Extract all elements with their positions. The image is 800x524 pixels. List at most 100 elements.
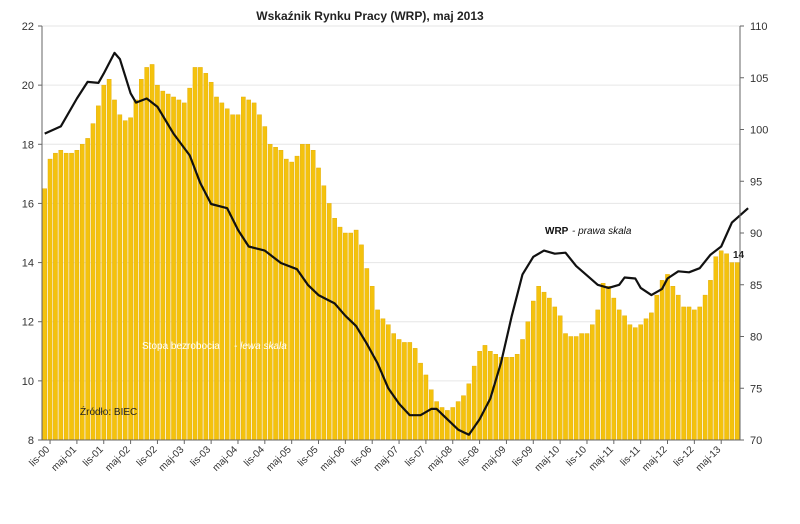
unemployment-bar bbox=[493, 354, 498, 441]
unemployment-bar bbox=[681, 306, 686, 441]
unemployment-bar bbox=[187, 87, 192, 441]
left-axis-tick-label: 10 bbox=[22, 376, 34, 388]
right-axis-tick-label: 100 bbox=[750, 125, 768, 137]
unemployment-bar bbox=[326, 203, 332, 441]
unemployment-bar bbox=[514, 354, 520, 441]
unemployment-bar bbox=[729, 262, 735, 441]
source-annotation: Źródło: BIEC bbox=[80, 405, 137, 418]
unemployment-bar bbox=[590, 324, 595, 441]
unemployment-bar bbox=[391, 333, 396, 441]
x-axis-tick-label: lis-03 bbox=[189, 444, 214, 469]
unemployment-bar bbox=[128, 117, 133, 441]
unemployment-bar bbox=[531, 300, 536, 441]
unemployment-bar bbox=[713, 256, 719, 441]
left-axis-tick-label: 18 bbox=[22, 139, 34, 151]
x-axis-tick-label: maj-03 bbox=[157, 444, 187, 474]
unemployment-bar bbox=[445, 410, 450, 441]
unemployment-bar bbox=[343, 232, 348, 441]
unemployment-bar bbox=[321, 185, 327, 441]
unemployment-bar bbox=[165, 93, 171, 441]
unemployment-bar bbox=[149, 64, 155, 441]
unemployment-bar bbox=[520, 339, 525, 441]
unemployment-bar bbox=[262, 126, 268, 441]
unemployment-bar bbox=[310, 149, 316, 441]
unemployment-bar bbox=[659, 280, 665, 441]
right-axis-tick-label: 80 bbox=[750, 332, 762, 344]
unemployment-bar bbox=[402, 342, 407, 441]
unemployment-bar bbox=[407, 342, 413, 441]
right-axis-tick-label: 95 bbox=[750, 176, 762, 188]
unemployment-bar bbox=[364, 268, 370, 441]
unemployment-bar bbox=[649, 312, 654, 441]
unemployment-bar bbox=[219, 102, 225, 441]
unemployment-bars bbox=[42, 64, 740, 441]
unemployment-bar bbox=[568, 336, 574, 441]
unemployment-bar bbox=[692, 309, 697, 441]
unemployment-bar bbox=[106, 79, 112, 441]
x-axis-tick-label: maj-10 bbox=[533, 444, 563, 474]
last-value-label: 14 bbox=[733, 250, 745, 261]
unemployment-bar bbox=[600, 283, 606, 441]
unemployment-bar bbox=[117, 114, 123, 441]
bars-annotation-scale: - lewa skala bbox=[234, 341, 287, 352]
unemployment-bar bbox=[58, 149, 64, 441]
wrp-annotation-name: WRP bbox=[545, 226, 569, 237]
x-axis-tick-label: maj-04 bbox=[211, 444, 241, 474]
unemployment-bar bbox=[122, 120, 128, 441]
left-axis-tick-label: 12 bbox=[22, 317, 34, 329]
unemployment-bar bbox=[337, 226, 343, 441]
x-axis-tick-label: lis-00 bbox=[28, 444, 53, 469]
unemployment-bar bbox=[144, 67, 149, 441]
x-axis-tick-label: lis-12 bbox=[672, 444, 697, 469]
unemployment-bar bbox=[633, 327, 638, 441]
unemployment-bar bbox=[735, 262, 740, 441]
unemployment-bar bbox=[278, 149, 284, 441]
unemployment-bar bbox=[418, 362, 423, 441]
unemployment-bar bbox=[246, 99, 252, 441]
left-axis-tick-label: 14 bbox=[22, 258, 34, 270]
unemployment-bar bbox=[90, 123, 96, 441]
unemployment-bar bbox=[477, 351, 482, 441]
unemployment-bar bbox=[654, 294, 660, 441]
right-axis-tick-label: 70 bbox=[750, 435, 762, 447]
unemployment-bar bbox=[63, 152, 69, 441]
unemployment-bar bbox=[675, 294, 681, 441]
unemployment-bar bbox=[294, 155, 300, 441]
x-axis-tick-label: maj-07 bbox=[372, 444, 402, 474]
x-axis-tick-label: maj-13 bbox=[694, 444, 724, 474]
unemployment-bar bbox=[316, 167, 321, 441]
x-axis-tick-label: lis-04 bbox=[242, 444, 267, 469]
unemployment-bar bbox=[224, 108, 230, 441]
unemployment-bar bbox=[536, 286, 541, 441]
unemployment-bar bbox=[53, 152, 58, 441]
unemployment-bar bbox=[300, 144, 305, 441]
unemployment-bar bbox=[369, 286, 375, 441]
unemployment-bar bbox=[482, 345, 488, 441]
unemployment-bar bbox=[563, 333, 568, 441]
x-axis-tick-label: lis-07 bbox=[403, 444, 428, 469]
unemployment-bar bbox=[348, 232, 354, 441]
chart-title: Wskaźnik Rynku Pracy (WRP), maj 2013 bbox=[256, 9, 484, 23]
unemployment-bar bbox=[665, 274, 670, 441]
unemployment-bar bbox=[579, 333, 584, 441]
unemployment-bar bbox=[198, 67, 203, 441]
right-axis-tick-label: 85 bbox=[750, 280, 762, 292]
unemployment-bar bbox=[396, 339, 402, 441]
unemployment-bar bbox=[455, 401, 461, 441]
unemployment-bar bbox=[686, 306, 692, 441]
unemployment-bar bbox=[241, 96, 246, 441]
unemployment-bar bbox=[74, 149, 80, 441]
unemployment-bar bbox=[638, 324, 643, 441]
wrp-line bbox=[44, 51, 749, 436]
x-axis-tick-label: lis-06 bbox=[350, 444, 375, 469]
unemployment-bar bbox=[606, 286, 611, 441]
unemployment-bar bbox=[724, 253, 729, 441]
unemployment-bar bbox=[273, 147, 278, 441]
right-axis-tick-label: 75 bbox=[750, 383, 762, 395]
unemployment-bar bbox=[208, 81, 214, 441]
wrp-legend-annotation: WRP - prawa skala bbox=[545, 226, 632, 237]
x-axis-tick-label: lis-09 bbox=[511, 444, 536, 469]
unemployment-bar bbox=[305, 144, 311, 441]
